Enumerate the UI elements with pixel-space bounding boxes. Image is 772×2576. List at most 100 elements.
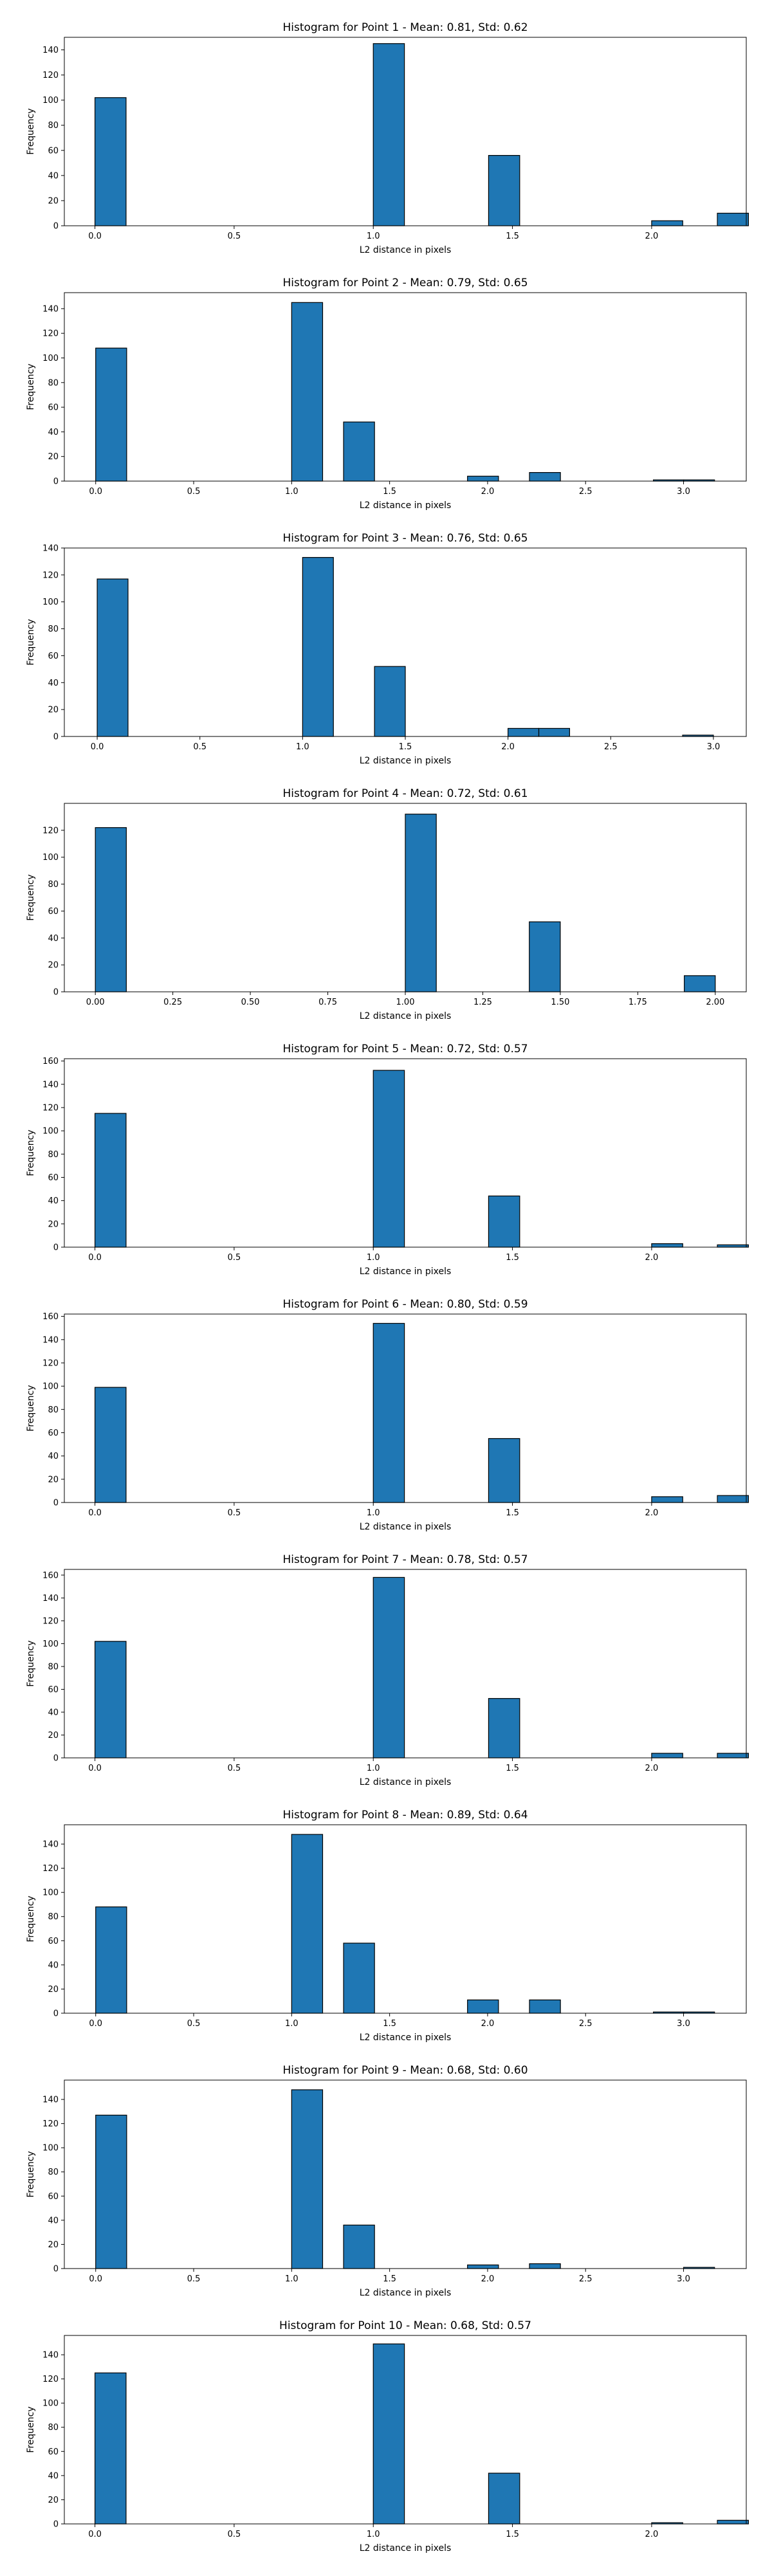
x-tick-label: 1.5 — [506, 1253, 519, 1263]
x-tick-label: 0.25 — [163, 998, 182, 1007]
histogram-bar — [372, 2343, 405, 2525]
y-tick-label: 0 — [53, 2520, 59, 2530]
x-tick-label: 1.0 — [285, 2019, 299, 2029]
x-tick-label: 0.5 — [228, 1508, 241, 1518]
x-tick-label: 2.0 — [481, 487, 495, 497]
y-tick-label: 120 — [42, 826, 59, 836]
histogram-bar — [291, 2089, 324, 2269]
histogram-bar — [467, 475, 499, 482]
y-tick-label: 20 — [48, 452, 59, 462]
y-axis-label: Frequency — [26, 2151, 36, 2197]
plot-frame — [64, 2335, 747, 2525]
histogram-panel: Histogram for Point 8 - Mean: 0.89, Std:… — [26, 1809, 747, 2043]
histogram-bar — [529, 1999, 561, 2014]
x-tick-label: 0.5 — [228, 232, 241, 241]
histogram-bar — [651, 1243, 683, 1248]
x-tick-label: 0.0 — [89, 487, 102, 497]
histogram-bar — [538, 727, 571, 737]
x-tick-label: 2.5 — [579, 2274, 593, 2284]
y-tick-label: 140 — [42, 1080, 59, 1090]
x-tick-label: 0.5 — [187, 2019, 201, 2029]
histogram-bar — [372, 43, 405, 226]
x-tick-label: 1.0 — [367, 1508, 380, 1518]
y-axis-label: Frequency — [26, 1385, 36, 1431]
x-tick-label: 1.50 — [551, 998, 569, 1007]
histogram-bar — [488, 1698, 520, 1758]
x-axis-label: L2 distance in pixels — [360, 1011, 452, 1021]
histogram-bar — [717, 2519, 749, 2525]
histogram-bar — [95, 2114, 127, 2269]
y-tick-label: 20 — [48, 961, 59, 971]
x-tick-label: 2.00 — [706, 998, 724, 1007]
y-tick-label: 80 — [48, 1150, 59, 1160]
x-tick-label: 1.5 — [506, 1764, 519, 1773]
histogram-bar — [95, 347, 127, 482]
x-tick-label: 0.5 — [187, 2274, 201, 2284]
histogram-bar — [717, 1495, 749, 1503]
y-tick-label: 100 — [42, 598, 59, 607]
y-tick-label: 20 — [48, 1985, 59, 1995]
x-tick-label: 0.0 — [89, 2019, 102, 2029]
x-tick-label: 3.0 — [677, 2019, 690, 2029]
x-tick-label: 0.0 — [91, 742, 104, 752]
y-tick-label: 20 — [48, 1731, 59, 1740]
x-tick-label: 3.0 — [707, 742, 721, 752]
x-tick-label: 1.0 — [367, 2530, 380, 2539]
y-tick-label: 80 — [48, 1662, 59, 1672]
y-tick-label: 20 — [48, 2240, 59, 2250]
chart-title: Histogram for Point 4 - Mean: 0.72, Std:… — [282, 787, 528, 800]
plot-frame — [64, 2079, 747, 2269]
y-tick-label: 120 — [42, 1616, 59, 1626]
x-tick-label: 0.50 — [241, 998, 260, 1007]
y-tick-label: 100 — [42, 96, 59, 105]
histogram-bar — [94, 97, 127, 226]
y-tick-label: 80 — [48, 1405, 59, 1415]
x-tick-label: 2.0 — [501, 742, 515, 752]
x-axis-label: L2 distance in pixels — [360, 500, 452, 511]
x-tick-label: 0.0 — [88, 232, 102, 241]
histogram-bar — [372, 1070, 405, 1248]
x-tick-label: 2.0 — [645, 1508, 659, 1518]
chart-title: Histogram for Point 5 - Mean: 0.72, Std:… — [282, 1043, 528, 1055]
y-tick-label: 60 — [48, 1429, 59, 1438]
y-axis-label: Frequency — [26, 619, 36, 665]
x-tick-label: 1.5 — [383, 487, 396, 497]
histogram-panel: Histogram for Point 1 - Mean: 0.81, Std:… — [26, 21, 749, 255]
y-tick-label: 140 — [42, 2096, 59, 2105]
plot-frame — [64, 37, 747, 226]
y-axis-label: Frequency — [26, 363, 36, 410]
histogram-bar — [374, 666, 406, 737]
x-tick-label: 0.0 — [88, 1508, 102, 1518]
x-tick-label: 1.5 — [383, 2274, 396, 2284]
chart-title: Histogram for Point 1 - Mean: 0.81, Std:… — [282, 21, 528, 34]
x-axis-label: L2 distance in pixels — [360, 245, 452, 255]
y-tick-label: 120 — [42, 571, 59, 580]
y-tick-label: 80 — [48, 2423, 59, 2433]
histogram-bar — [302, 557, 334, 737]
y-tick-label: 140 — [42, 1840, 59, 1850]
x-axis-label: L2 distance in pixels — [360, 2032, 452, 2043]
y-tick-label: 80 — [48, 880, 59, 890]
histogram-panel: Histogram for Point 7 - Mean: 0.78, Std:… — [26, 1553, 749, 1787]
x-tick-label: 0.75 — [318, 998, 337, 1007]
y-tick-label: 120 — [42, 1864, 59, 1874]
chart-title: Histogram for Point 6 - Mean: 0.80, Std:… — [282, 1298, 528, 1311]
plot-frame — [64, 1824, 747, 2014]
y-tick-label: 60 — [48, 1685, 59, 1695]
x-tick-label: 1.5 — [506, 2530, 519, 2539]
y-tick-label: 40 — [48, 1960, 59, 1970]
histogram-bar — [372, 1322, 405, 1503]
y-tick-label: 0 — [53, 477, 59, 487]
histogram-bar — [95, 827, 127, 992]
histogram-bar — [529, 2263, 561, 2269]
x-tick-label: 1.0 — [367, 1253, 380, 1263]
y-tick-label: 60 — [48, 2192, 59, 2202]
chart-title: Histogram for Point 9 - Mean: 0.68, Std:… — [282, 2064, 528, 2077]
y-tick-label: 120 — [42, 1358, 59, 1368]
histogram-bar — [95, 1906, 127, 2014]
x-tick-label: 2.0 — [481, 2274, 495, 2284]
histogram-bar — [343, 421, 375, 482]
y-tick-label: 160 — [42, 1057, 59, 1066]
